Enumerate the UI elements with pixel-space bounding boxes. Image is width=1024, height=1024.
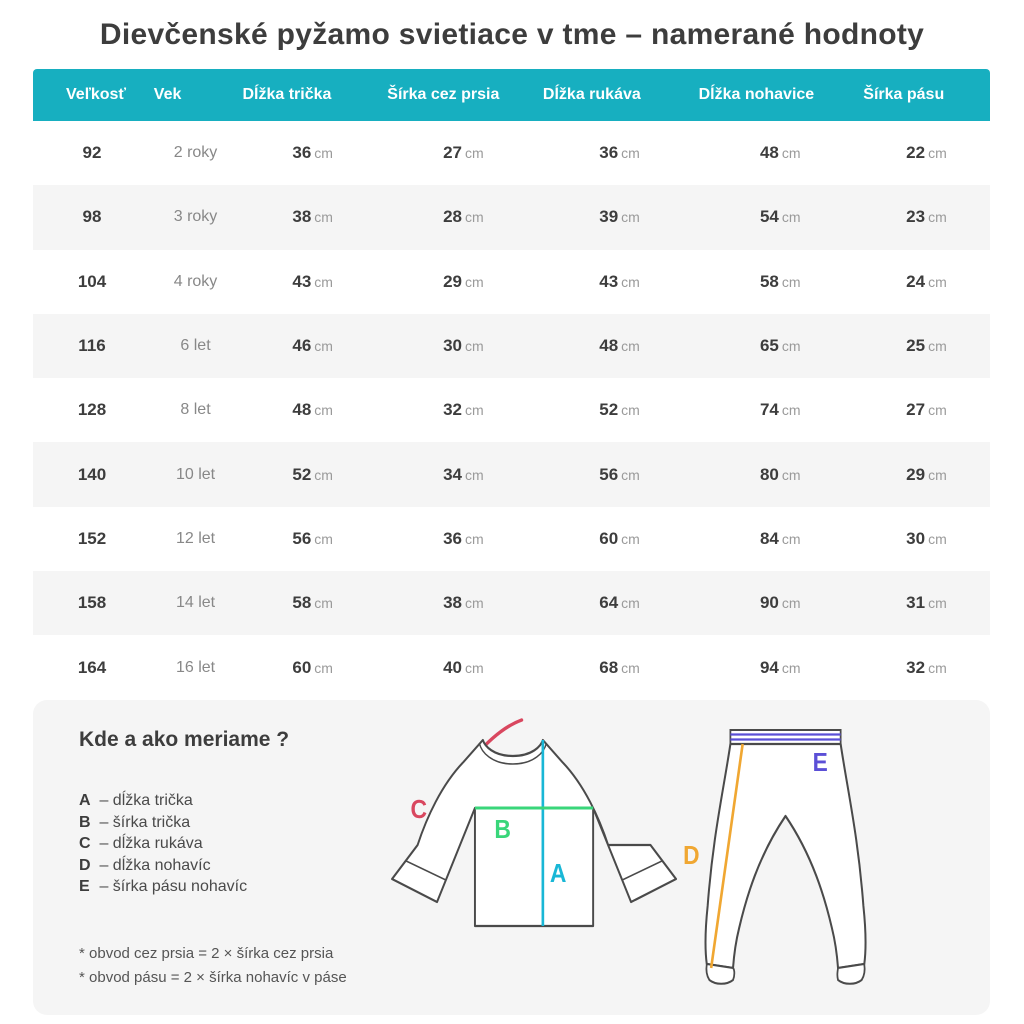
svg-text:B: B xyxy=(494,816,511,845)
svg-text:D: D xyxy=(683,842,699,871)
svg-text:C: C xyxy=(411,796,428,825)
svg-text:A: A xyxy=(550,860,567,889)
svg-text:E: E xyxy=(813,749,828,778)
